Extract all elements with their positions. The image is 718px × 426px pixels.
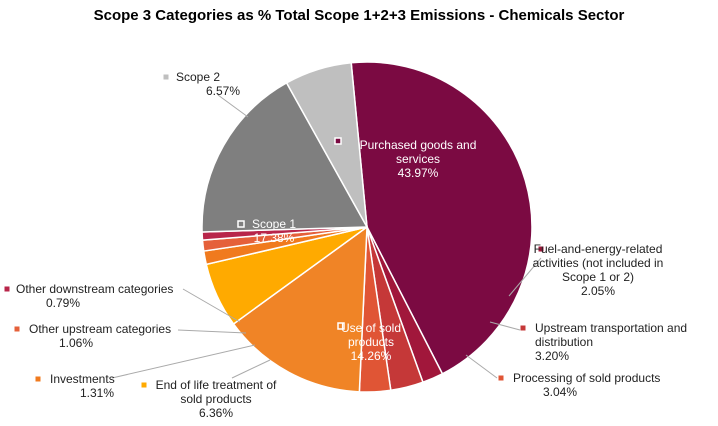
legend-marker-4 bbox=[337, 322, 345, 330]
chart-title: Scope 3 Categories as % Total Scope 1+2+… bbox=[93, 7, 625, 24]
legend-marker-9 bbox=[237, 220, 245, 228]
legend-marker-8 bbox=[4, 286, 10, 292]
slice-label-8: Other downstream categories 0.79% bbox=[16, 282, 173, 310]
leader-line-3 bbox=[465, 354, 498, 379]
legend-marker-10 bbox=[163, 74, 169, 80]
leader-line-5 bbox=[231, 359, 271, 379]
slice-label-5: End of life treatment of sold products 6.3… bbox=[156, 378, 277, 420]
leader-line-7 bbox=[177, 329, 247, 334]
pie-slice-0 bbox=[350, 61, 533, 375]
slice-label-1: Fuel-and-energy-related activities (not i… bbox=[533, 242, 664, 298]
legend-marker-7 bbox=[14, 326, 20, 332]
slice-label-4: Use of sold products 14.26% bbox=[341, 321, 401, 363]
legend-marker-5 bbox=[141, 382, 147, 388]
leader-line-2 bbox=[489, 321, 521, 331]
slice-label-9: Scope 1 17.38% bbox=[252, 217, 296, 245]
leader-line-6 bbox=[111, 344, 256, 379]
leader-line-10 bbox=[217, 94, 249, 118]
leader-line-8 bbox=[182, 288, 241, 323]
legend-marker-1 bbox=[538, 246, 544, 252]
slice-label-6: Investments 1.31% bbox=[50, 372, 115, 400]
pie-slice-10 bbox=[285, 61, 368, 228]
legend-marker-3 bbox=[498, 375, 504, 381]
pie-slice-9 bbox=[201, 81, 369, 233]
slice-label-3: Processing of sold products 3.04% bbox=[513, 371, 660, 399]
slice-label-2: Upstream transportation and distribution 3… bbox=[535, 321, 687, 363]
legend-marker-6 bbox=[35, 376, 41, 382]
slice-label-10: Scope 2 6.57% bbox=[176, 70, 240, 98]
legend-marker-0 bbox=[334, 137, 342, 145]
leader-line-1 bbox=[508, 257, 542, 297]
slice-label-0: Purchased goods and services 43.97% bbox=[360, 138, 477, 180]
slice-label-7: Other upstream categories 1.06% bbox=[29, 322, 171, 350]
legend-marker-2 bbox=[520, 325, 526, 331]
